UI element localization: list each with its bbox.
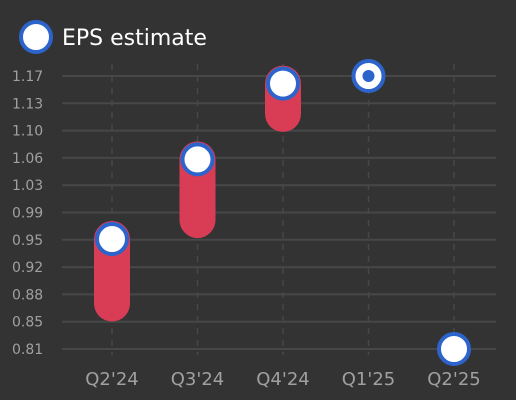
legend-marker: [19, 20, 53, 54]
y-tick-label: 1.06: [12, 151, 43, 167]
y-tick-label: 0.81: [12, 342, 43, 358]
x-tick-label: Q2'25: [427, 369, 480, 390]
estimate-marker: [95, 222, 129, 257]
y-tick-label: 1.10: [12, 124, 43, 140]
x-tick-label: Q3'24: [171, 369, 224, 390]
y-tick-label: 0.99: [12, 206, 43, 222]
x-axis-ticks: Q2'24 Q3'24 Q4'24 Q1'25 Q2'25: [85, 369, 480, 390]
estimate-marker: [266, 66, 300, 101]
y-tick-label: 0.85: [12, 315, 43, 331]
estimate-markers: [95, 59, 471, 366]
x-tick-label: Q2'24: [85, 369, 138, 390]
y-tick-label: 1.03: [12, 178, 43, 194]
legend: EPS estimate: [19, 20, 207, 54]
y-tick-label: 0.88: [12, 287, 43, 303]
legend-label: EPS estimate: [62, 26, 207, 51]
y-axis-ticks: 0.81 0.85 0.88 0.92 0.95 0.99 1.03 1.06 1.10 1.13…: [12, 69, 43, 358]
y-tick-label: 1.17: [12, 69, 43, 85]
y-tick-label: 0.95: [12, 233, 43, 249]
x-tick-label: Q4'24: [256, 369, 309, 390]
x-tick-label: Q1'25: [342, 369, 395, 390]
actual-marker: [362, 70, 375, 82]
estimate-marker: [437, 332, 471, 366]
estimate-marker: [180, 142, 215, 177]
y-tick-label: 1.13: [12, 96, 43, 112]
y-tick-label: 0.92: [12, 260, 43, 276]
